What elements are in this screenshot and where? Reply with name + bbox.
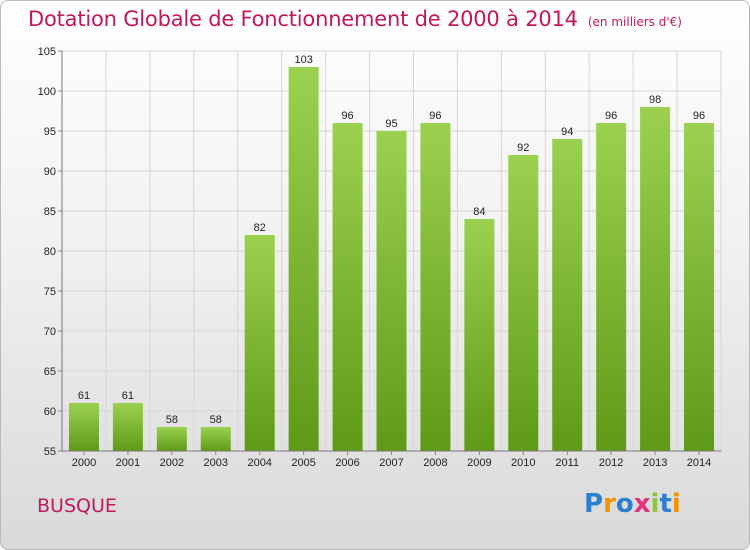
y-tick-label: 90	[44, 166, 56, 178]
y-tick-label: 55	[44, 446, 56, 458]
y-tick-label: 70	[44, 326, 56, 338]
bar	[112, 403, 143, 451]
bar	[640, 107, 671, 451]
bar	[684, 123, 715, 451]
bar-value-label: 96	[693, 110, 705, 122]
y-tick-label: 65	[44, 366, 56, 378]
bar	[332, 123, 363, 451]
logo-letter: r	[603, 489, 616, 519]
y-tick-label: 80	[44, 246, 56, 258]
y-tick-label: 85	[44, 206, 56, 218]
logo-letter: P	[584, 489, 604, 519]
x-tick-label: 2005	[291, 457, 315, 469]
bar	[200, 427, 231, 451]
bar	[596, 123, 627, 451]
bar-value-label: 96	[605, 110, 617, 122]
proxiti-logo: Proxiti	[584, 489, 681, 519]
x-tick-label: 2001	[116, 457, 140, 469]
bar-value-label: 61	[122, 390, 134, 402]
x-tick-label: 2009	[467, 457, 491, 469]
bar-value-label: 92	[517, 142, 529, 154]
bar-value-label: 58	[210, 414, 222, 426]
bar	[68, 403, 99, 451]
logo-letter: x	[633, 489, 651, 519]
bar-value-label: 103	[294, 54, 312, 66]
bars: 61 61 58 58 82 103 96 95 96 84 92 94 96 98 96	[68, 54, 715, 451]
x-tick-label: 2002	[160, 457, 184, 469]
bar	[376, 131, 407, 451]
x-tick-label: 2012	[599, 457, 623, 469]
chart-unit: (en milliers d'€)	[587, 15, 682, 29]
bar-value-label: 95	[385, 118, 397, 130]
bar	[552, 139, 583, 451]
bar-value-label: 96	[341, 110, 353, 122]
x-tick-label: 2011	[555, 457, 579, 469]
x-tick-label: 2008	[423, 457, 447, 469]
y-tick-label: 60	[44, 406, 56, 418]
bar	[244, 235, 275, 451]
bar	[464, 219, 495, 451]
x-tick-label: 2000	[72, 457, 96, 469]
bar	[420, 123, 451, 451]
bar-value-label: 58	[166, 414, 178, 426]
y-tick-label: 95	[44, 126, 56, 138]
x-tick-label: 2003	[204, 457, 228, 469]
commune-name: BUSQUE	[37, 495, 117, 517]
y-tick-label: 75	[44, 286, 56, 298]
bar-value-label: 98	[649, 94, 661, 106]
logo-letter: i	[671, 489, 681, 519]
bar-value-label: 94	[561, 126, 573, 138]
y-tick-label: 105	[38, 46, 56, 58]
bar-value-label: 82	[254, 222, 266, 234]
logo-letter: o	[615, 489, 634, 519]
x-tick-label: 2004	[247, 457, 271, 469]
x-tick-label: 2013	[643, 457, 667, 469]
bar-value-label: 96	[429, 110, 441, 122]
bar	[156, 427, 187, 451]
logo-letter: t	[659, 489, 672, 519]
bar	[508, 155, 539, 451]
chart-title: Dotation Globale de Fonctionnement de 20…	[28, 7, 682, 31]
x-tick-label: 2006	[335, 457, 359, 469]
axes: 55 60 65 70 75 80 85 90 95 100 105 2000 2001 2002 2003…	[38, 46, 721, 469]
bar	[288, 67, 319, 451]
y-tick-label: 100	[38, 86, 56, 98]
x-tick-label: 2007	[379, 457, 403, 469]
logo-letter: i	[650, 489, 660, 519]
x-tick-label: 2014	[687, 457, 711, 469]
bar-value-label: 61	[78, 390, 90, 402]
x-tick-label: 2010	[511, 457, 535, 469]
chart-title-text: Dotation Globale de Fonctionnement de 20…	[28, 7, 578, 31]
bar-value-label: 84	[473, 206, 485, 218]
